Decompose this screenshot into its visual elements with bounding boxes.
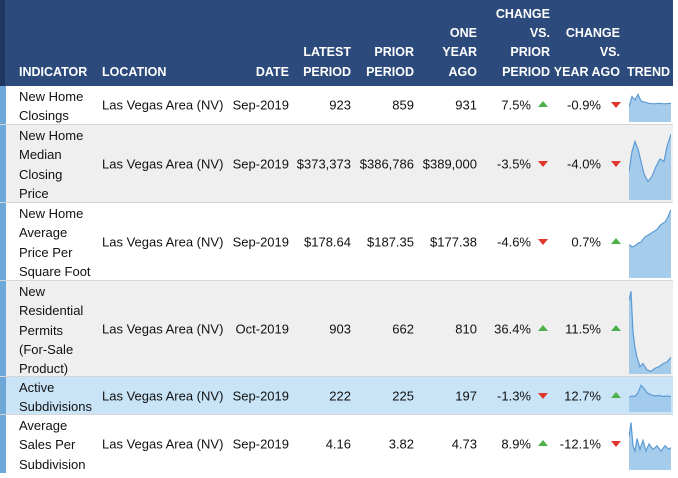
indicator-cell: New Home Average Price Per Square Foot xyxy=(19,206,91,279)
date-cell: Sep-2019 xyxy=(232,156,289,171)
change-vs-year-ago-cell: 12.7% xyxy=(564,388,601,403)
table-row[interactable]: Active Subdivisions Las Vegas Area (NV) Se… xyxy=(0,377,673,415)
location-cell: Las Vegas Area (NV) xyxy=(102,234,224,249)
trend-sparkline-icon[interactable] xyxy=(629,284,671,374)
one-year-ago-cell: $177.38 xyxy=(430,234,477,249)
change-vs-year-ago-cell: -4.0% xyxy=(567,156,601,171)
prior-period-cell: $187.35 xyxy=(367,234,414,249)
column-header-one-year-ago[interactable]: ONE YEAR AGO xyxy=(442,26,477,79)
change-vs-prior-cell: -3.5% xyxy=(497,156,531,171)
arrow-up-icon xyxy=(611,324,621,331)
column-header-change-vs-prior[interactable]: CHANGE VS. PRIOR PERIOD xyxy=(495,6,550,79)
arrow-up-icon xyxy=(611,391,621,398)
location-cell: Las Vegas Area (NV) xyxy=(102,156,224,171)
column-header-change-vs-year-ago[interactable]: CHANGE VS. YEAR AGO xyxy=(553,26,620,79)
one-year-ago-cell: 931 xyxy=(455,97,477,113)
row-accent-bar xyxy=(0,377,6,414)
indicator-cell: New Residential Permits (For-Sale Produc… xyxy=(19,284,84,377)
trend-sparkline-icon[interactable] xyxy=(629,206,671,278)
row-accent-bar xyxy=(0,281,6,376)
trend-sparkline-icon[interactable] xyxy=(629,128,671,200)
table-header: INDICATOR LOCATION DATE LATEST PERIOD PR… xyxy=(0,0,673,86)
column-header-indicator[interactable]: INDICATOR xyxy=(19,64,88,79)
change-vs-year-ago-cell: -0.9% xyxy=(567,97,601,113)
column-header-prior-period[interactable]: PRIOR PERIOD xyxy=(366,45,414,79)
arrow-up-icon xyxy=(538,440,548,446)
location-cell: Las Vegas Area (NV) xyxy=(102,97,224,113)
column-header-date[interactable]: DATE xyxy=(255,64,289,79)
prior-period-cell: 662 xyxy=(392,321,414,336)
prior-period-cell: $386,786 xyxy=(359,156,414,171)
row-accent-bar xyxy=(0,415,6,473)
arrow-down-icon xyxy=(611,160,621,167)
location-cell: Las Vegas Area (NV) xyxy=(102,388,224,403)
change-vs-prior-cell: 7.5% xyxy=(501,97,531,113)
location-cell: Las Vegas Area (NV) xyxy=(102,436,224,452)
latest-period-cell: 903 xyxy=(329,321,351,336)
latest-period-cell: $178.64 xyxy=(304,234,351,249)
latest-period-cell: $373,373 xyxy=(296,156,351,171)
one-year-ago-cell: 197 xyxy=(455,388,477,403)
date-cell: Sep-2019 xyxy=(232,234,289,249)
change-vs-year-ago-cell: 0.7% xyxy=(571,234,601,249)
arrow-down-icon xyxy=(538,160,548,167)
change-vs-prior-cell: -4.6% xyxy=(497,234,531,249)
arrow-up-icon xyxy=(538,101,548,107)
trend-sparkline-icon[interactable] xyxy=(629,89,671,122)
row-accent-bar xyxy=(0,86,6,124)
arrow-down-icon xyxy=(538,238,548,245)
column-header-location[interactable]: LOCATION xyxy=(102,64,167,79)
table-row[interactable]: New Home Average Price Per Square Foot La… xyxy=(0,203,673,281)
prior-period-cell: 225 xyxy=(392,388,414,403)
indicator-cell: Active Subdivisions xyxy=(19,380,92,415)
one-year-ago-cell: 810 xyxy=(455,321,477,336)
trend-sparkline-icon[interactable] xyxy=(629,380,671,412)
table-row[interactable]: New Home Median Closing Price Las Vegas A… xyxy=(0,125,673,203)
arrow-down-icon xyxy=(611,441,621,447)
arrow-up-icon xyxy=(538,324,548,331)
change-vs-prior-cell: -1.3% xyxy=(497,388,531,403)
date-cell: Oct-2019 xyxy=(235,321,289,336)
latest-period-cell: 222 xyxy=(329,388,351,403)
one-year-ago-cell: 4.73 xyxy=(451,436,477,452)
one-year-ago-cell: $389,000 xyxy=(422,156,477,171)
indicator-cell: Average Sales Per Subdivision xyxy=(19,418,86,472)
date-cell: Sep-2019 xyxy=(232,97,289,113)
table-row[interactable]: New Home Closings Las Vegas Area (NV) Sep-… xyxy=(0,86,673,125)
table-row[interactable]: New Residential Permits (For-Sale Produc… xyxy=(0,281,673,377)
table-row[interactable]: Average Sales Per Subdivision Las Vegas A… xyxy=(0,415,673,473)
indicator-cell: New Home Median Closing Price xyxy=(19,128,84,201)
date-cell: Sep-2019 xyxy=(232,388,289,403)
prior-period-cell: 859 xyxy=(392,97,414,113)
column-header-trend[interactable]: TREND xyxy=(626,64,670,79)
row-accent-bar xyxy=(0,203,6,280)
arrow-down-icon xyxy=(611,102,621,108)
arrow-down-icon xyxy=(538,392,548,399)
column-header-latest-period[interactable]: LATEST PERIOD xyxy=(303,45,351,79)
change-vs-prior-cell: 36.4% xyxy=(494,321,531,336)
row-accent-bar xyxy=(0,125,6,202)
header-edge xyxy=(0,0,5,86)
arrow-up-icon xyxy=(611,237,621,244)
indicator-cell: New Home Closings xyxy=(19,89,84,124)
trend-sparkline-icon[interactable] xyxy=(629,418,671,470)
change-vs-year-ago-cell: 11.5% xyxy=(565,321,601,336)
location-cell: Las Vegas Area (NV) xyxy=(102,321,224,336)
change-vs-prior-cell: 8.9% xyxy=(501,436,531,452)
date-cell: Sep-2019 xyxy=(232,436,289,452)
change-vs-year-ago-cell: -12.1% xyxy=(559,436,601,452)
prior-period-cell: 3.82 xyxy=(388,436,414,452)
latest-period-cell: 923 xyxy=(329,97,351,113)
latest-period-cell: 4.16 xyxy=(325,436,351,452)
